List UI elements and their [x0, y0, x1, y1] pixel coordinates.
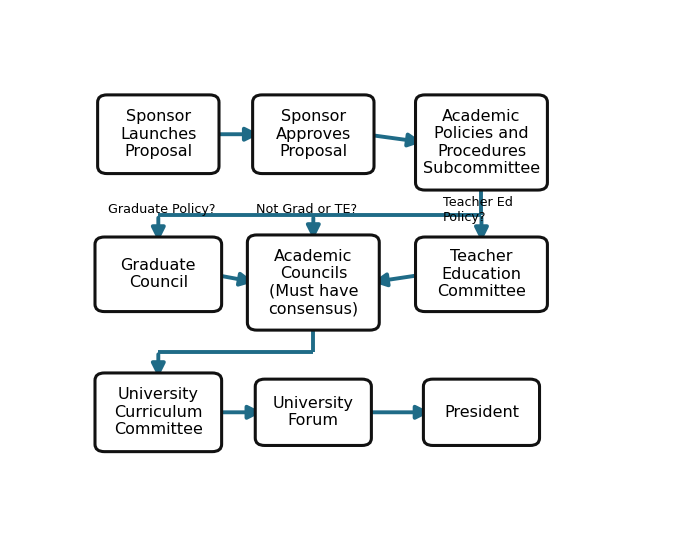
Text: Sponsor
Launches
Proposal: Sponsor Launches Proposal	[120, 109, 197, 159]
Text: Teacher Ed
Policy?: Teacher Ed Policy?	[443, 196, 513, 225]
FancyBboxPatch shape	[98, 95, 219, 173]
Text: Sponsor
Approves
Proposal: Sponsor Approves Proposal	[276, 109, 351, 159]
FancyBboxPatch shape	[255, 379, 372, 446]
FancyBboxPatch shape	[423, 379, 540, 446]
Text: University
Curriculum
Committee: University Curriculum Committee	[114, 387, 203, 437]
Text: Academic
Councils
(Must have
consensus): Academic Councils (Must have consensus)	[268, 249, 359, 316]
Text: Not Grad or TE?: Not Grad or TE?	[256, 203, 357, 216]
FancyBboxPatch shape	[416, 237, 547, 311]
FancyBboxPatch shape	[247, 235, 379, 330]
FancyBboxPatch shape	[253, 95, 374, 173]
FancyBboxPatch shape	[416, 95, 547, 190]
Text: President: President	[444, 405, 519, 420]
Text: Academic
Policies and
Procedures
Subcommittee: Academic Policies and Procedures Subcomm…	[423, 109, 540, 176]
FancyBboxPatch shape	[95, 373, 222, 452]
FancyBboxPatch shape	[95, 237, 222, 311]
Text: Teacher
Education
Committee: Teacher Education Committee	[437, 249, 526, 299]
Text: University
Forum: University Forum	[273, 396, 354, 429]
Text: Graduate Policy?: Graduate Policy?	[108, 203, 216, 216]
Text: Graduate
Council: Graduate Council	[121, 258, 196, 291]
